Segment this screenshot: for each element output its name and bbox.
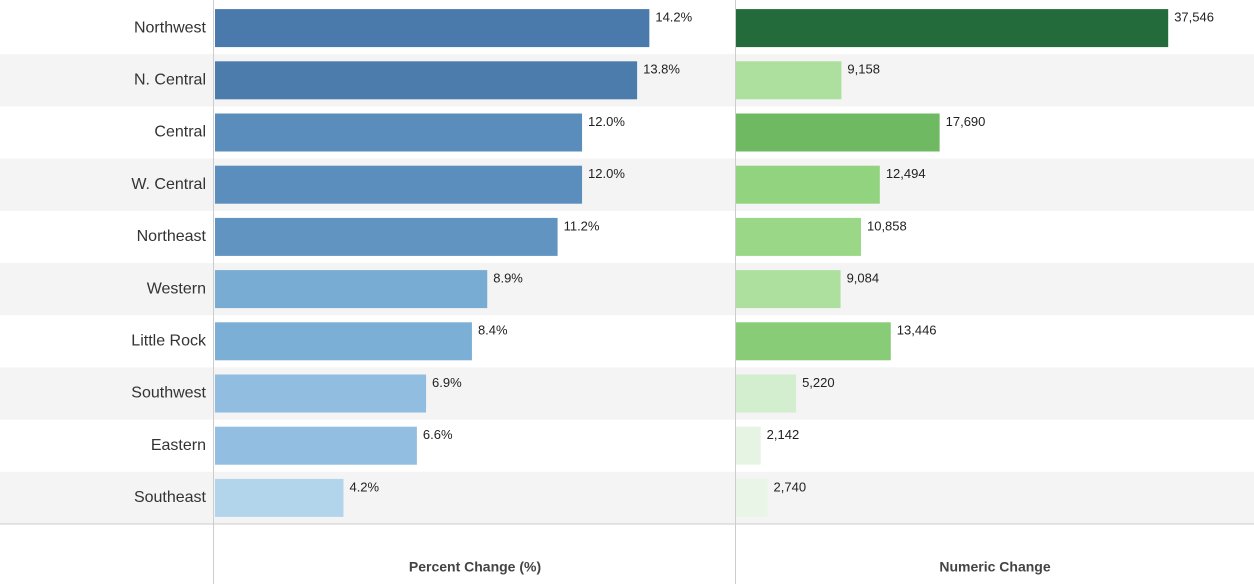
row-band (0, 263, 1254, 316)
row-band (0, 471, 1254, 524)
data-label: 12.0% (588, 114, 625, 129)
data-label: 9,158 (847, 62, 880, 77)
bar (215, 426, 417, 465)
y-tick-label: Little Rock (131, 333, 207, 350)
data-label: 2,142 (767, 427, 800, 442)
data-label: 6.6% (423, 427, 453, 442)
data-label: 14.2% (655, 10, 692, 25)
row-backgrounds (0, 54, 1254, 524)
data-label: 8.9% (493, 271, 523, 286)
bar (736, 270, 841, 309)
y-tick-label: Southeast (134, 489, 207, 506)
bar (215, 270, 488, 309)
bar (215, 217, 558, 256)
data-label: 10,858 (867, 218, 907, 233)
bar (215, 61, 638, 100)
y-tick-label: N. Central (134, 72, 206, 89)
data-label: 11.2% (564, 218, 600, 233)
bar (215, 9, 650, 48)
y-tick-label: Central (154, 124, 206, 141)
bar (736, 322, 891, 361)
data-label: 8.4% (478, 323, 508, 338)
bar (736, 165, 880, 204)
x-axis-title: Percent Change (%) (409, 559, 541, 575)
bar (215, 478, 344, 517)
data-label: 13.8% (643, 62, 680, 77)
data-label: 12.0% (588, 166, 625, 181)
y-tick-label: Western (147, 280, 206, 297)
bar (736, 9, 1169, 48)
data-label: 5,220 (802, 375, 835, 390)
data-label: 2,740 (774, 479, 807, 494)
bar (736, 113, 940, 152)
data-label: 6.9% (432, 375, 462, 390)
y-tick-label: Northeast (137, 228, 207, 245)
y-tick-label: Southwest (131, 385, 206, 402)
data-label: 13,446 (897, 323, 937, 338)
bar (736, 217, 861, 256)
y-tick-label: Eastern (151, 437, 206, 454)
bar (215, 322, 472, 361)
bar (215, 374, 427, 413)
bar (736, 61, 842, 100)
bar (736, 478, 768, 517)
bar (215, 113, 583, 152)
data-label: 37,546 (1174, 10, 1214, 25)
x-axis-title: Numeric Change (939, 559, 1050, 575)
data-label: 12,494 (886, 166, 926, 181)
y-tick-label: W. Central (131, 176, 206, 193)
y-tick-label: Northwest (134, 19, 207, 36)
data-label: 4.2% (349, 479, 379, 494)
data-label: 9,084 (847, 271, 880, 286)
row-band (0, 158, 1254, 211)
data-label: 17,690 (946, 114, 986, 129)
bar (736, 374, 797, 413)
row-band (0, 367, 1254, 420)
bar (736, 426, 761, 465)
bar (215, 165, 583, 204)
